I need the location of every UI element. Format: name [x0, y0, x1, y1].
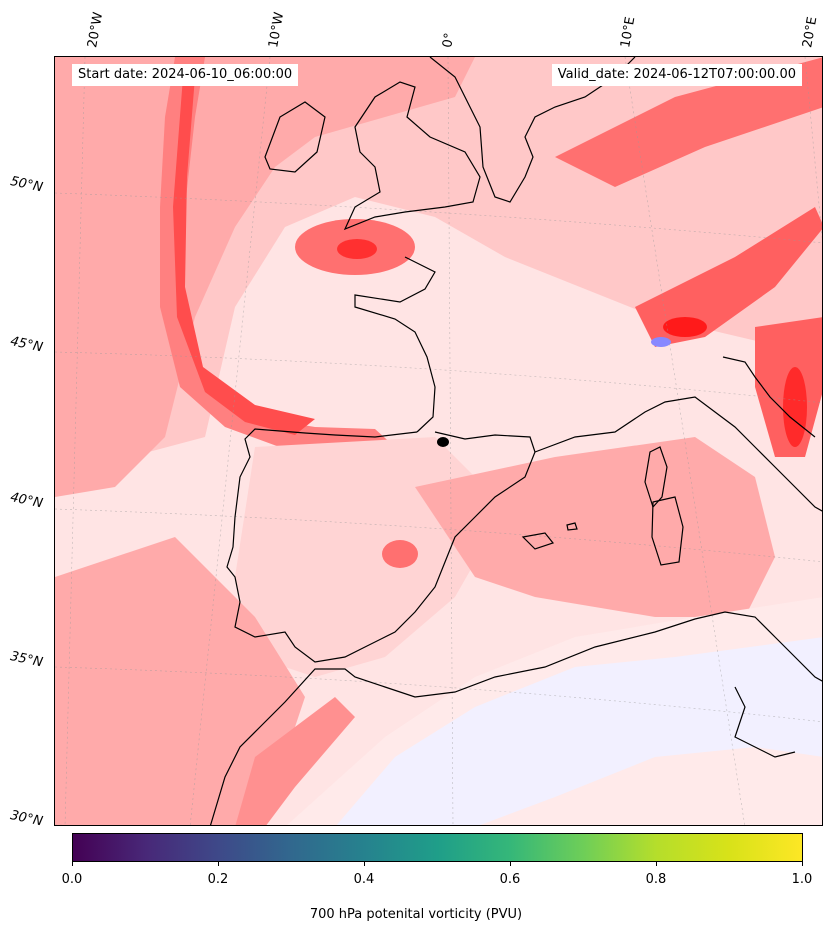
colorbar-label: 700 hPa potenital vorticity (PVU): [309, 907, 523, 922]
colorbar-tick-mark: [72, 862, 73, 866]
contour-max-adriatic: [783, 367, 807, 447]
lon-label-20e: 20°E: [800, 15, 821, 49]
lat-label-45n: 45°N: [8, 334, 45, 356]
coast-europe-north: [429, 57, 636, 203]
colorbar-tick-mark: [802, 862, 803, 866]
coast-great-britain: [343, 81, 481, 231]
contour-negative-africa: [336, 637, 822, 825]
graticule: [55, 57, 822, 825]
coast-menorca: [566, 522, 578, 531]
colorbar-tick-label: 1.0: [791, 872, 813, 887]
valid-date-label: Valid_date: 2024-06-12T07:00:00.00: [551, 64, 802, 86]
colorbar-tick-mark: [364, 862, 365, 866]
contour-strong-morocco: [235, 697, 355, 825]
colorbar: [72, 833, 803, 862]
coast-adriatic: [722, 356, 816, 438]
pv-contour-fill: [55, 57, 822, 825]
colorbar-tick-label: 0.0: [61, 872, 83, 887]
contour-negative-alps: [651, 337, 671, 347]
map-panel[interactable]: [54, 56, 823, 826]
lat-label-40n: 40°N: [8, 490, 45, 512]
coast-ireland: [264, 101, 326, 173]
coast-med-north: [534, 396, 822, 512]
colorbar-tick-label: 0.8: [645, 872, 667, 887]
coast-iberia: [226, 428, 536, 663]
contour-medium-med: [415, 437, 775, 617]
coastlines: [209, 57, 822, 825]
pv-field-map: [55, 57, 822, 825]
marker-point: [437, 437, 449, 447]
coast-sardinia: [651, 496, 684, 566]
contour-strong-valencia: [382, 540, 418, 568]
coast-france-west: [354, 256, 436, 433]
colorbar-tick-label: 0.4: [353, 872, 375, 887]
contour-max-uk: [337, 239, 377, 259]
lat-label-35n: 35°N: [8, 649, 45, 671]
contour-medium-atlantic: [55, 57, 475, 497]
coast-north-africa: [209, 611, 822, 825]
colorbar-tick-label: 0.2: [207, 872, 229, 887]
contour-max-arc: [173, 77, 315, 435]
contour-strong-alps: [635, 207, 822, 347]
start-date-label: Start date: 2024-06-10_06:00:00: [72, 64, 299, 86]
lon-label-20w: 20°W: [85, 11, 107, 50]
coast-tunisia: [734, 686, 796, 758]
lon-label-10w: 10°W: [266, 11, 288, 50]
contour-strong-northsea: [555, 57, 822, 187]
colorbar-tick-mark: [218, 862, 219, 866]
colorbar-tick-mark: [510, 862, 511, 866]
colorbar-tick-label: 0.6: [499, 872, 521, 887]
contour-light-iberia: [235, 437, 495, 677]
lon-label-10e: 10°E: [618, 15, 639, 49]
lon-label-0: 0°: [440, 31, 458, 49]
coast-mallorca: [521, 532, 555, 550]
lat-label-30n: 30°N: [8, 808, 45, 830]
colorbar-tick-mark: [656, 862, 657, 866]
contour-max-alps: [663, 317, 707, 337]
contour-medium-sw: [55, 537, 305, 825]
lat-label-50n: 50°N: [8, 174, 45, 196]
coast-corsica: [644, 446, 668, 509]
